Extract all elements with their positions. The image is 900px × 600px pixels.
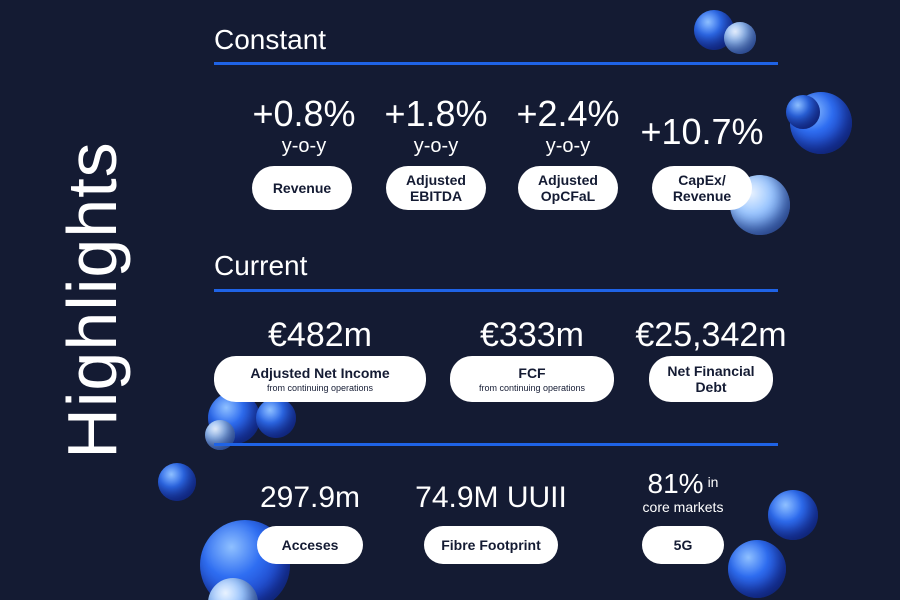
label-pill-fcf: FCF from continuing operations [450,356,614,402]
metric-value: +2.4% [516,93,620,134]
metric-value: 81% [647,468,704,499]
pill-label-line2: OpCFaL [540,188,596,204]
label-pill-acceses: Acceses [257,526,363,564]
label-pill-net-financial-debt: Net Financial Debt [649,356,773,402]
pill-label: 5G [673,536,693,553]
metric-5g: 81% in core markets [642,468,724,515]
bubble-decoration [728,540,786,598]
pill-label: FCF [518,364,546,381]
label-pill-adjusted-net-income: Adjusted Net Income from continuing oper… [214,356,426,402]
pill-note: from continuing operations [478,382,586,393]
section-divider [214,443,778,446]
pill-label-line1: CapEx/ [678,171,726,188]
label-pill-revenue: Revenue [252,166,352,210]
bubble-decoration [256,398,296,438]
pill-label-line2: EBITDA [409,188,463,204]
pill-label-line1: Net Financial [667,362,755,379]
metric-sub: y-o-y [281,135,327,157]
label-pill-fibre-footprint: Fibre Footprint [424,526,558,564]
metric-adjusted-net-income: €482m [268,318,372,352]
bubble-decoration [724,22,756,54]
metric-value: €333m [480,316,584,354]
pill-label-line2: Debt [695,379,727,395]
pill-label: Fibre Footprint [441,536,541,553]
label-pill-5g: 5G [642,526,724,564]
label-pill-capex-revenue: CapEx/ Revenue [652,166,752,210]
section-heading-constant: Constant [214,24,327,55]
section-divider [214,289,778,292]
metric-value: +1.8% [384,93,488,134]
metric-value: €25,342m [635,316,787,354]
metric-fibre-footprint: 74.9M UUII [415,483,567,513]
metric-value: +0.8% [252,93,356,134]
page-title: Highlights [53,141,131,459]
pill-note: from continuing operations [266,382,374,393]
metric-net-financial-debt: €25,342m [635,318,786,352]
metric-adjusted-opcfal: +2.4% y-o-y [516,93,620,157]
metric-value: 74.9M UUII [415,481,567,514]
metric-capex-revenue: +10.7% [640,114,763,150]
section-divider [214,62,778,65]
metric-value: 297.9m [259,481,361,514]
bubble-decoration [158,463,196,501]
label-pill-adjusted-opcfal: Adjusted OpCFaL [518,166,618,210]
metric-adjusted-ebitda: +1.8% y-o-y [384,93,488,157]
pill-label-line1: Adjusted [538,171,598,188]
pill-label-line1: Adjusted [406,171,466,188]
metric-sub: y-o-y [545,135,591,157]
metric-sub: y-o-y [413,135,459,157]
metric-in: in [707,473,719,490]
bubble-decoration [208,578,258,600]
metric-sub: core markets [642,499,724,515]
bubble-decoration [786,95,820,129]
metric-value: +10.7% [640,111,764,152]
pill-label: Adjusted Net Income [250,364,390,381]
label-pill-adjusted-ebitda: Adjusted EBITDA [386,166,486,210]
metric-value: €482m [268,316,372,354]
section-heading-current: Current [214,250,308,281]
metric-fcf: €333m [480,318,584,352]
pill-label: Revenue [272,179,332,196]
pill-label: Acceses [281,536,339,553]
pill-label-line2: Revenue [672,188,732,204]
bubble-decoration [768,490,818,540]
metric-revenue: +0.8% y-o-y [252,93,356,157]
metric-acceses: 297.9m [260,483,360,513]
